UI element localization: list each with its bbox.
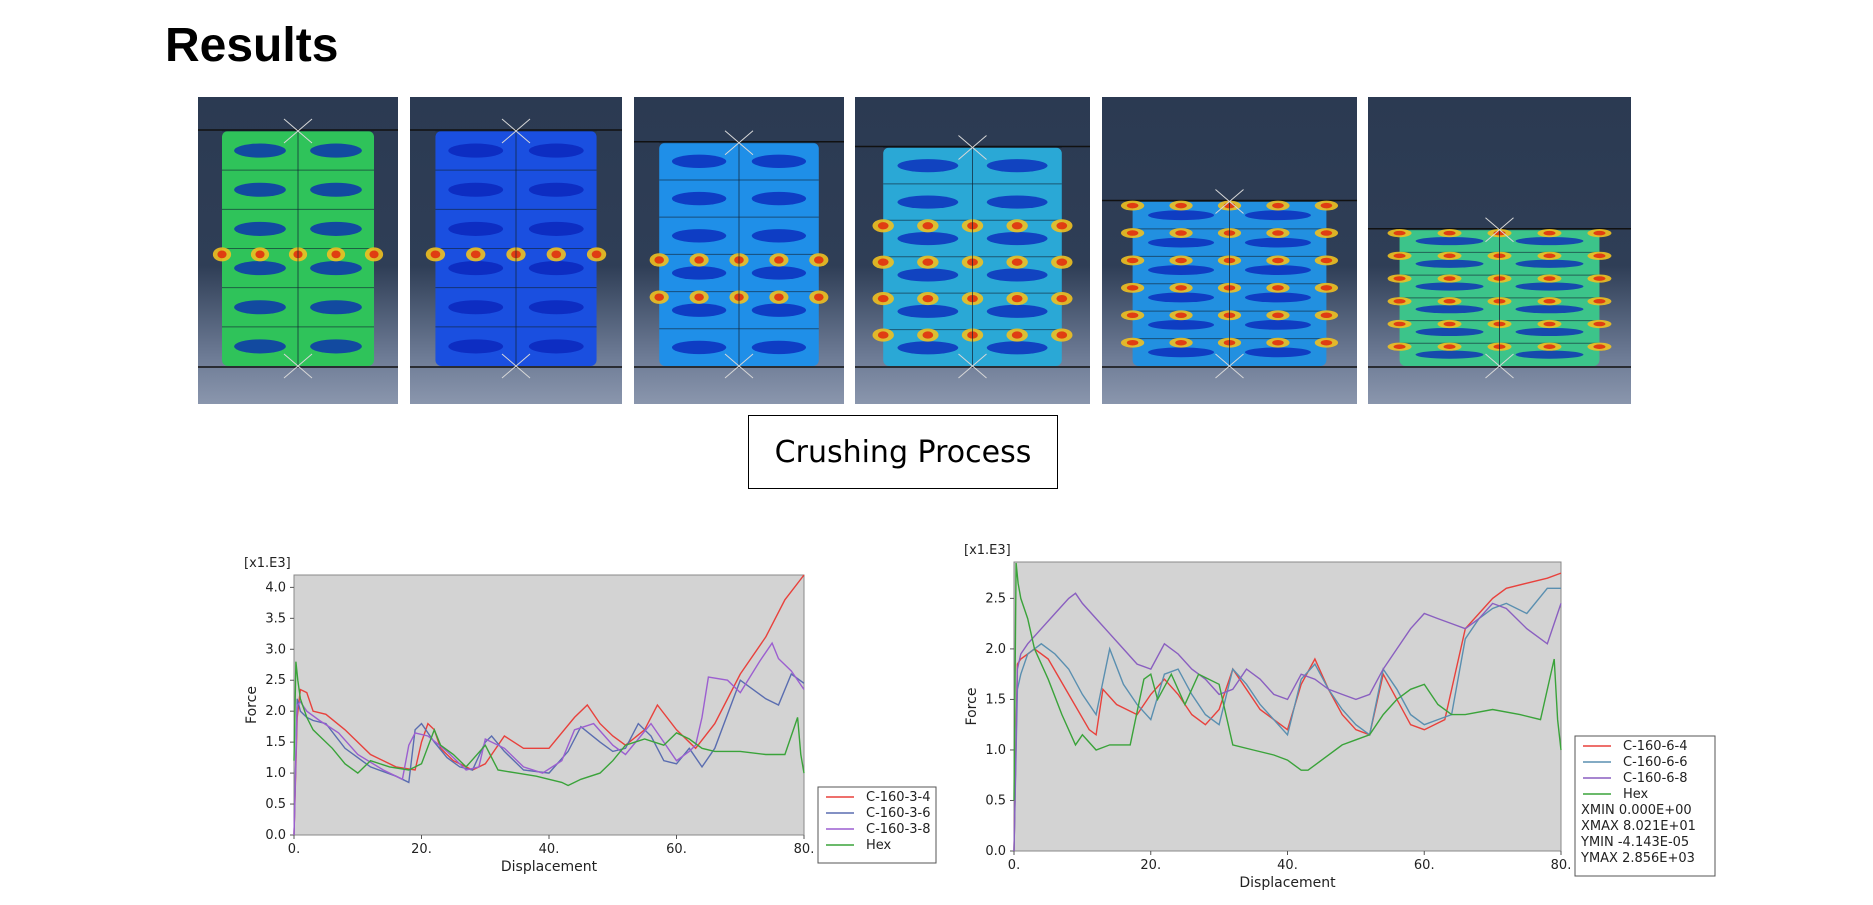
series-line-c-160-3-4 [293,574,805,836]
y-tick-label: 0.0 [985,844,1006,859]
fea-simulation-image-stage-6 [1368,97,1631,404]
x-tick-label: 20. [411,842,432,857]
fea-render-2 [410,118,622,379]
x-tick-label: 20. [1140,858,1161,873]
legend-stat: XMIN 0.000E+00 [1581,803,1692,818]
fea-render-5 [1102,189,1357,379]
legend-entry: Hex [1623,787,1649,802]
y-tick-label: 0.5 [265,797,286,812]
y-tick-label: 0.0 [265,828,286,843]
y-tick-label: 1.0 [265,766,286,781]
fea-simulation-image-stage-4 [855,97,1090,404]
x-tick-label: 0. [288,842,300,857]
legend-entry: C-160-6-8 [1623,771,1688,786]
series-line-hex [293,661,805,787]
fea-render-4 [855,135,1090,379]
x-tick-label: 60. [666,842,687,857]
y-axis-label: Force [244,686,260,724]
legend-stat: YMAX 2.856E+03 [1580,851,1695,866]
series-line-c-160-3-8 [293,641,805,836]
x-axis-label: Displacement [1239,875,1336,891]
series-line-c-160-3-6 [293,672,805,836]
plot-area [293,574,805,836]
series-line-c-160-6-8 [1013,592,1562,852]
y-tick-label: 1.5 [985,692,1006,707]
crushing-process-caption: Crushing Process [748,415,1058,489]
y-tick-label: 3.0 [265,642,286,657]
x-tick-label: 80. [794,842,815,857]
series-line-hex [1013,562,1562,801]
y-tick-label: 1.5 [265,735,286,750]
x-tick-label: 0. [1008,858,1020,873]
legend-stat: XMAX 8.021E+01 [1581,819,1696,834]
series-line-c-160-6-4 [1013,572,1562,852]
fea-simulation-image-stage-1 [198,97,398,404]
slide-title: Results [165,19,339,72]
legend-entry: C-160-3-4 [866,790,931,805]
legend-entry: Hex [866,838,892,853]
fea-simulation-image-stage-5 [1102,97,1357,404]
y-tick-label: 3.5 [265,611,286,626]
y-tick-label: 0.5 [985,793,1006,808]
x-tick-label: 40. [539,842,560,857]
y-axis-label: Force [964,688,980,726]
plot-area [1013,561,1562,852]
y-tick-label: 4.0 [265,580,286,595]
x-tick-label: 80. [1551,858,1572,873]
series-line-c-160-6-6 [1013,587,1561,852]
legend-entry: C-160-3-8 [866,822,931,837]
legend-stat: YMIN -4.143E-05 [1580,835,1689,850]
force-displacement-chart-right: [x1.E3] 0.0 0.5 1.0 1.5 2.0 2.5 0. 20. 40. 60. 80. D… [964,543,1716,891]
force-displacement-chart-left: [x1.E3] 0.0 0.5 1.0 1.5 2.0 2.5 3.0 3.5 4.0 0. 20. 4… [244,556,937,875]
fea-simulation-image-stage-3 [634,97,844,404]
y-tick-label: 2.0 [265,704,286,719]
fea-render-6 [1368,217,1631,379]
y-tick-label: 1.0 [985,743,1006,758]
y-scale-label: [x1.E3] [964,543,1011,558]
legend-entry: C-160-6-6 [1623,755,1688,770]
x-tick-label: 60. [1414,858,1435,873]
y-scale-label: [x1.E3] [244,556,291,571]
x-axis-label: Displacement [501,859,598,875]
fea-render-3 [634,130,844,379]
legend-entry: C-160-6-4 [1623,739,1688,754]
y-tick-label: 2.0 [985,642,1006,657]
x-tick-label: 40. [1277,858,1298,873]
fea-simulation-image-stage-2 [410,97,622,404]
y-tick-label: 2.5 [265,673,286,688]
fea-render-1 [198,118,398,379]
y-tick-label: 2.5 [985,591,1006,606]
legend-entry: C-160-3-6 [866,806,931,821]
